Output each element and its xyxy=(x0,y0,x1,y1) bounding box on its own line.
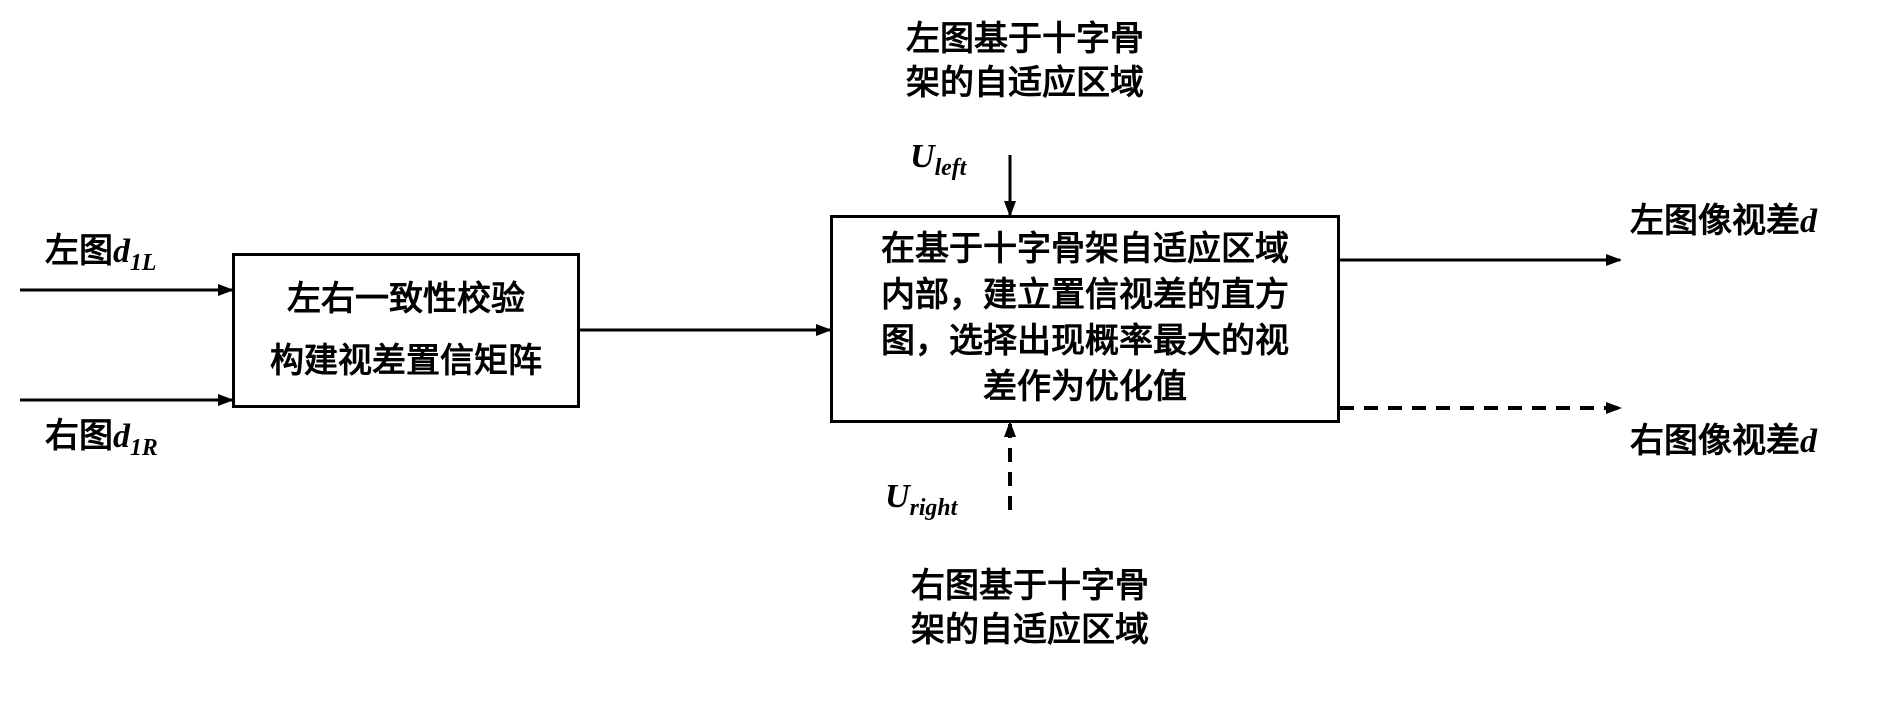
box2-line4: 差作为优化值 xyxy=(881,365,1289,411)
var: d xyxy=(1800,203,1817,240)
sub: 1L xyxy=(130,250,156,276)
top-input-var: Uleft xyxy=(910,135,966,184)
input-right-label: 右图d1R xyxy=(45,415,158,464)
text: 右图像视差 xyxy=(1630,423,1800,460)
box2-line2: 内部，建立置信视差的直方 xyxy=(881,273,1289,319)
box2-line3: 图，选择出现概率最大的视 xyxy=(881,319,1289,365)
box2-content: 在基于十字骨架自适应区域 内部，建立置信视差的直方 图，选择出现概率最大的视 差… xyxy=(881,227,1289,411)
text: 左图像视差 xyxy=(1630,203,1800,240)
top-input-label: 左图基于十字骨 架的自适应区域 xyxy=(875,18,1175,106)
bottom-input-line2: 架的自适应区域 xyxy=(880,609,1180,653)
text: 左图 xyxy=(45,233,113,270)
box-consistency-check: 左右一致性校验 构建视差置信矩阵 xyxy=(232,253,580,408)
input-left-label: 左图d1L xyxy=(45,230,156,279)
var: U xyxy=(885,478,910,515)
bottom-input-label: 右图基于十字骨 架的自适应区域 xyxy=(880,565,1180,653)
top-input-line1: 左图基于十字骨 xyxy=(875,18,1175,62)
sub: 1R xyxy=(130,435,158,461)
var: d xyxy=(1800,423,1817,460)
var: d xyxy=(113,233,130,270)
output-bottom-label: 右图像视差d xyxy=(1630,420,1817,464)
box1-content: 左右一致性校验 构建视差置信矩阵 xyxy=(270,269,542,391)
var: U xyxy=(910,138,935,175)
box1-line1: 左右一致性校验 xyxy=(270,269,542,330)
bottom-input-var: Uright xyxy=(885,475,957,524)
box2-line1: 在基于十字骨架自适应区域 xyxy=(881,227,1289,273)
sub: right xyxy=(910,495,958,521)
bottom-input-line1: 右图基于十字骨 xyxy=(880,565,1180,609)
sub: left xyxy=(935,155,967,181)
box-histogram-optimize: 在基于十字骨架自适应区域 内部，建立置信视差的直方 图，选择出现概率最大的视 差… xyxy=(830,215,1340,423)
output-top-label: 左图像视差d xyxy=(1630,200,1817,244)
box1-line2: 构建视差置信矩阵 xyxy=(270,331,542,392)
top-input-line2: 架的自适应区域 xyxy=(875,62,1175,106)
text: 右图 xyxy=(45,418,113,455)
var: d xyxy=(113,418,130,455)
